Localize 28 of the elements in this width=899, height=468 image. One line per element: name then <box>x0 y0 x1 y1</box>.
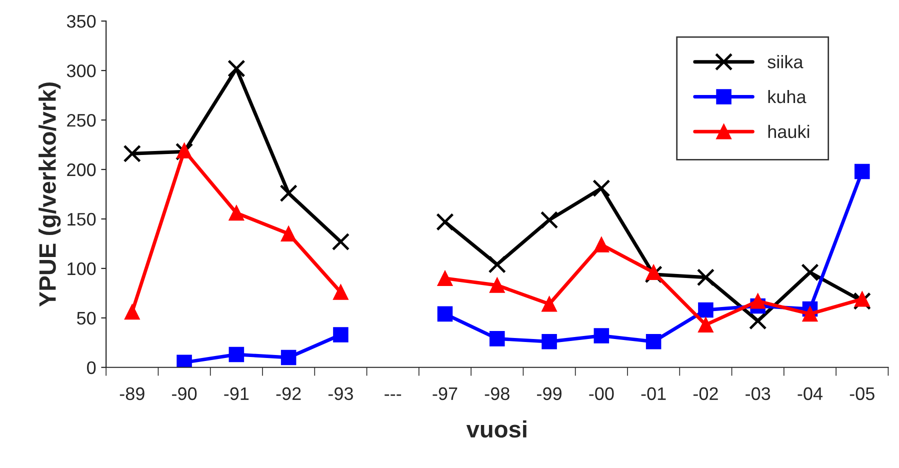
x-tick-label: -99 <box>537 387 562 400</box>
y-tick-label: 250 <box>67 114 96 127</box>
x-tick-label: -92 <box>276 387 301 400</box>
legend-label: hauki <box>768 124 810 138</box>
x-tick-label: -93 <box>328 387 353 400</box>
y-axis-title: YPUE (g/verkko/vrk) <box>38 82 61 307</box>
x-tick-label: -01 <box>641 387 666 400</box>
y-tick-label: 200 <box>67 163 96 176</box>
x-tick-label: -97 <box>432 387 458 400</box>
x-tick-label: -91 <box>224 387 249 400</box>
x-tick-label: -02 <box>693 387 718 400</box>
legend-label: siika <box>768 55 804 68</box>
y-tick-label: 100 <box>68 262 96 276</box>
x-tick-label: -04 <box>798 387 823 400</box>
y-tick-label: 300 <box>66 64 96 78</box>
x-axis-title: vuosi <box>466 420 526 438</box>
x-tick-label: -90 <box>172 387 197 400</box>
x-tick-label: --- <box>384 394 402 396</box>
x-tick-label: -03 <box>746 387 770 400</box>
y-tick-label: 0 <box>87 361 96 374</box>
y-tick-label: 150 <box>68 212 96 226</box>
x-tick-label: -00 <box>589 387 614 400</box>
y-tick-label: 350 <box>66 14 96 28</box>
x-tick-label: -89 <box>120 387 144 400</box>
y-tick-label: 50 <box>77 312 96 325</box>
legend-label: kuha <box>768 90 806 104</box>
x-tick-label: -98 <box>484 387 510 400</box>
x-tick-label: -05 <box>850 387 874 400</box>
